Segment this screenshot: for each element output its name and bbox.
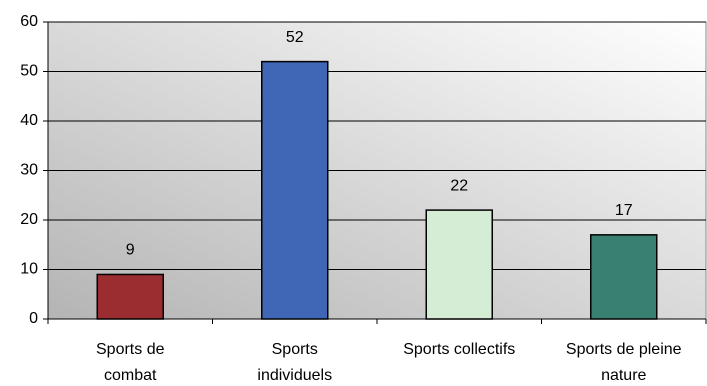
x-tick-label: Sports de combat: [96, 341, 165, 384]
y-tick-label: 50: [20, 63, 38, 80]
y-tick-label: 0: [29, 310, 38, 327]
bar: [96, 273, 164, 320]
data-label: 22: [450, 177, 468, 194]
y-tick-label: 20: [20, 211, 38, 228]
y-tick-label: 30: [20, 162, 38, 179]
data-label: 17: [615, 202, 633, 219]
bar: [425, 209, 493, 320]
bar: [590, 234, 658, 320]
y-tick-label: 40: [20, 112, 38, 129]
data-label: 9: [126, 242, 135, 259]
y-tick-label: 10: [20, 261, 38, 278]
bar: [261, 60, 329, 320]
x-tick-label: Sports de pleine nature: [566, 341, 682, 384]
y-tick-label: 60: [20, 13, 38, 30]
x-tick-label: Sports collectifs: [403, 341, 515, 358]
data-label: 52: [286, 29, 304, 46]
x-tick-label: Sports individuels: [257, 341, 332, 384]
